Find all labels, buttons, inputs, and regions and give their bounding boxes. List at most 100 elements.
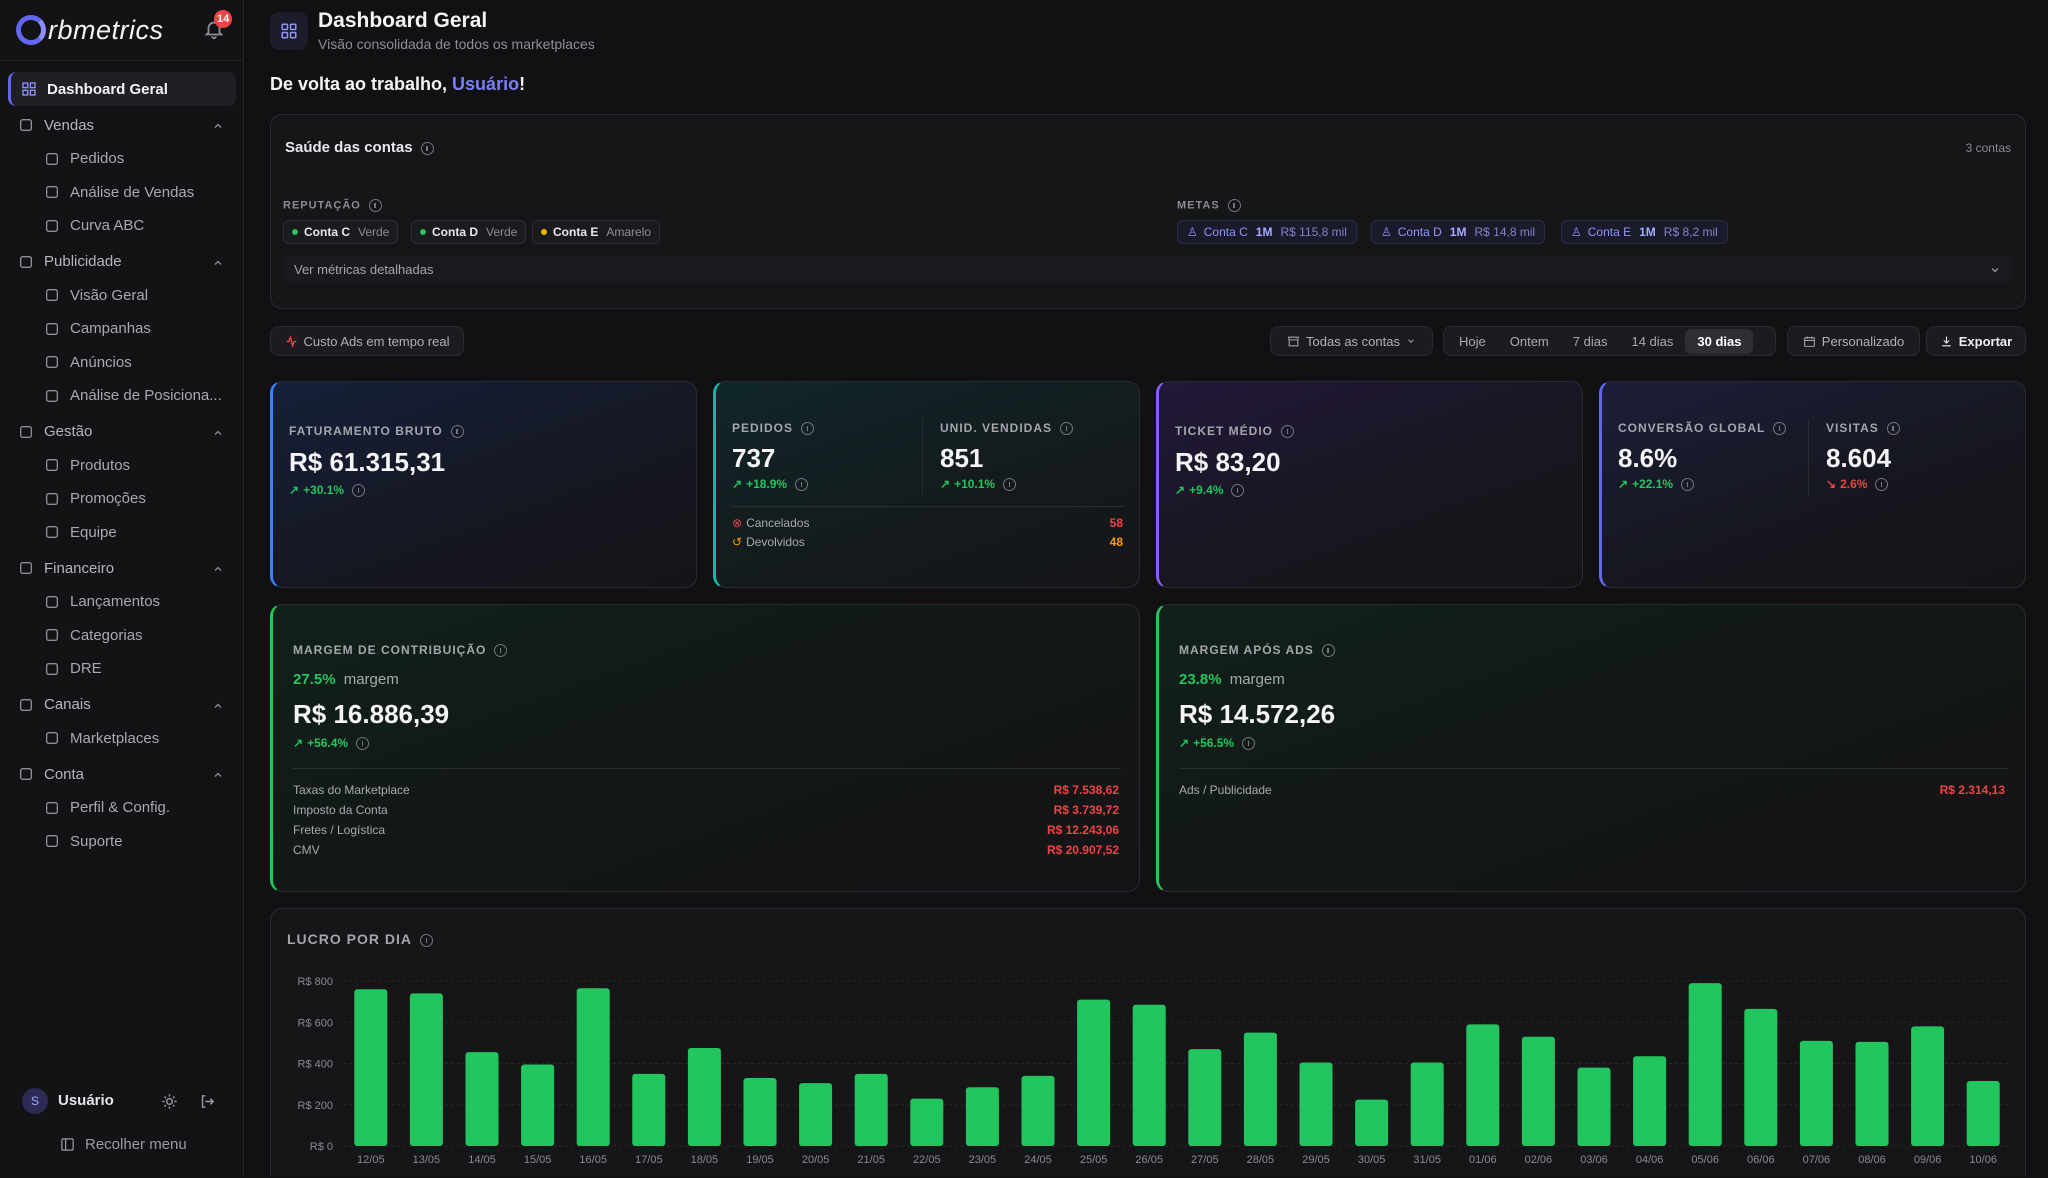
info-icon[interactable] bbox=[801, 422, 815, 436]
chevron-up-icon bbox=[212, 562, 224, 579]
bar[interactable] bbox=[1911, 1026, 1945, 1146]
sidebar-item-campanhas[interactable]: Campanhas bbox=[8, 312, 236, 346]
period-ontem[interactable]: Ontem bbox=[1509, 333, 1549, 349]
bar[interactable] bbox=[632, 1073, 666, 1146]
logo[interactable]: rbmetrics bbox=[16, 12, 164, 48]
sidebar-item-marketplaces[interactable]: Marketplaces bbox=[8, 722, 236, 756]
sidebar-item-lancamentos[interactable]: Lançamentos bbox=[8, 585, 236, 619]
sidebar-item-pedidos[interactable]: Pedidos bbox=[8, 142, 236, 176]
info-icon[interactable] bbox=[1773, 422, 1787, 436]
sidebar-item-categorias[interactable]: Categorias bbox=[8, 619, 236, 653]
sidebar-item-visao-geral[interactable]: Visão Geral bbox=[8, 279, 236, 313]
reputation-chip[interactable]: Conta C Verde bbox=[283, 220, 399, 244]
info-icon[interactable] bbox=[420, 141, 434, 155]
bar[interactable] bbox=[1466, 1024, 1500, 1146]
export-button[interactable]: Exportar bbox=[1926, 326, 2026, 356]
info-icon[interactable] bbox=[1242, 736, 1256, 750]
ads-margin-pct-row: 23.8% margem bbox=[1179, 671, 1285, 688]
bar[interactable] bbox=[1132, 1004, 1166, 1146]
sidebar-item-promocoes[interactable]: Promoções bbox=[8, 482, 236, 516]
bar[interactable] bbox=[409, 993, 443, 1146]
info-icon[interactable] bbox=[1875, 477, 1889, 491]
goal-chip[interactable]: ♙ Conta C 1M R$ 115,8 mil bbox=[1177, 220, 1357, 244]
info-icon[interactable] bbox=[368, 199, 382, 212]
bar[interactable] bbox=[687, 1048, 721, 1146]
info-icon[interactable] bbox=[1231, 483, 1245, 497]
info-icon[interactable] bbox=[1321, 644, 1335, 658]
bar[interactable] bbox=[1688, 983, 1722, 1146]
sidebar-group-gestao[interactable]: Gestão bbox=[8, 415, 236, 449]
sidebar-item-produtos[interactable]: Produtos bbox=[8, 449, 236, 483]
period-7-dias[interactable]: 7 dias bbox=[1572, 333, 1608, 349]
sun-icon[interactable] bbox=[161, 1093, 178, 1110]
bar[interactable] bbox=[1243, 1032, 1277, 1146]
bar[interactable] bbox=[1966, 1081, 2000, 1146]
reputation-chip[interactable]: Conta D Verde bbox=[411, 220, 527, 244]
avatar[interactable]: S bbox=[22, 1088, 48, 1114]
bar[interactable] bbox=[1021, 1075, 1055, 1146]
sidebar-group-conta[interactable]: Conta bbox=[8, 757, 236, 791]
sidebar-group-financeiro[interactable]: Financeiro bbox=[8, 551, 236, 585]
info-icon[interactable] bbox=[352, 483, 366, 497]
bar[interactable] bbox=[965, 1087, 999, 1146]
sidebar-group-vendas[interactable]: Vendas bbox=[8, 108, 236, 142]
sidebar-item-perfil-config[interactable]: Perfil & Config. bbox=[8, 791, 236, 825]
sidebar-group-canais[interactable]: Canais bbox=[8, 688, 236, 722]
bar[interactable] bbox=[1744, 1008, 1778, 1146]
bar[interactable] bbox=[576, 988, 610, 1146]
goal-chip[interactable]: ♙ Conta D 1M R$ 14,8 mil bbox=[1371, 220, 1546, 244]
chip-account: Conta D bbox=[432, 225, 478, 239]
custom-period-button[interactable]: Personalizado bbox=[1787, 326, 1920, 356]
bar[interactable] bbox=[1799, 1040, 1833, 1146]
sidebar-item-analise-de-posiciona[interactable]: Análise de Posiciona... bbox=[8, 379, 236, 413]
info-icon[interactable] bbox=[356, 736, 370, 750]
bar[interactable] bbox=[521, 1064, 555, 1146]
bar[interactable] bbox=[465, 1052, 499, 1146]
sidebar-item-suporte[interactable]: Suporte bbox=[8, 825, 236, 859]
info-icon[interactable] bbox=[420, 933, 433, 947]
bar[interactable] bbox=[1855, 1041, 1889, 1146]
accounts-select[interactable]: Todas as contas bbox=[1270, 326, 1433, 356]
sidebar-item-curva-abc[interactable]: Curva ABC bbox=[8, 209, 236, 243]
info-icon[interactable] bbox=[1886, 422, 1900, 436]
goal-chip[interactable]: ♙ Conta E 1M R$ 8,2 mil bbox=[1561, 220, 1728, 244]
sidebar-item-analise-de-vendas[interactable]: Análise de Vendas bbox=[8, 176, 236, 210]
bar[interactable] bbox=[1410, 1062, 1444, 1146]
collapse-menu-button[interactable]: Recolher menu bbox=[60, 1136, 187, 1153]
bar[interactable] bbox=[1188, 1049, 1222, 1146]
detailed-metrics-toggle[interactable]: Ver métricas detalhadas bbox=[283, 256, 2013, 282]
bar[interactable] bbox=[743, 1077, 777, 1146]
user-name[interactable]: Usuário bbox=[58, 1092, 114, 1109]
bar[interactable] bbox=[910, 1098, 944, 1146]
info-icon[interactable] bbox=[1003, 477, 1017, 491]
x-tick-label: 24/05 bbox=[1024, 1154, 1052, 1166]
bar[interactable] bbox=[1521, 1036, 1555, 1146]
bar[interactable] bbox=[1355, 1099, 1389, 1146]
ads-cost-realtime-button[interactable]: Custo Ads em tempo real bbox=[270, 326, 464, 356]
sidebar-item-dashboard[interactable]: Dashboard Geral bbox=[8, 72, 236, 106]
period-14-dias[interactable]: 14 dias bbox=[1631, 333, 1674, 349]
period-30-dias[interactable]: 30 dias bbox=[1685, 328, 1754, 354]
bar[interactable] bbox=[799, 1083, 833, 1146]
sidebar-item-equipe[interactable]: Equipe bbox=[8, 516, 236, 550]
bar[interactable] bbox=[1299, 1062, 1333, 1146]
reputation-chip[interactable]: Conta E Amarelo bbox=[532, 220, 661, 244]
sidebar-item-dre[interactable]: DRE bbox=[8, 652, 236, 686]
info-icon[interactable] bbox=[1227, 199, 1241, 212]
info-icon[interactable] bbox=[1681, 477, 1695, 491]
bar[interactable] bbox=[354, 989, 388, 1146]
bar[interactable] bbox=[1633, 1056, 1667, 1146]
period-hoje[interactable]: Hoje bbox=[1459, 333, 1486, 349]
logout-icon[interactable] bbox=[199, 1093, 216, 1110]
info-icon[interactable] bbox=[494, 644, 508, 658]
info-icon[interactable] bbox=[1281, 425, 1294, 439]
sidebar-item-anuncios[interactable]: Anúncios bbox=[8, 346, 236, 380]
bar[interactable] bbox=[854, 1073, 888, 1146]
info-icon[interactable] bbox=[1060, 422, 1074, 436]
sidebar-group-publicidade[interactable]: Publicidade bbox=[8, 245, 236, 279]
info-icon[interactable] bbox=[795, 477, 809, 491]
bar[interactable] bbox=[1077, 999, 1111, 1146]
logo-text: rbmetrics bbox=[48, 14, 164, 45]
bar[interactable] bbox=[1577, 1067, 1611, 1146]
info-icon[interactable] bbox=[450, 425, 464, 439]
